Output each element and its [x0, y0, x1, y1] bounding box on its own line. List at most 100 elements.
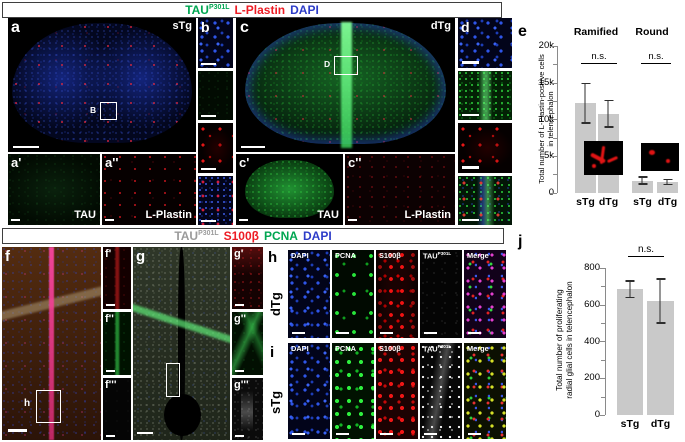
panel-a-image: a sTg B [8, 18, 196, 152]
e-group-label-ramified: Ramified [573, 26, 619, 38]
legend-tau-label: TAUP301L [174, 229, 219, 243]
scale-bar [201, 62, 216, 65]
e-bar-round-stg: sTg [632, 46, 653, 208]
panel-b-dapi-image: b [198, 18, 233, 68]
scale-bar [105, 219, 114, 221]
scale-bar [241, 145, 265, 148]
dark-region [164, 393, 201, 437]
tick-minor [601, 323, 605, 325]
i-pcna-label: PCNA [335, 344, 356, 353]
panel-c-dprime-image: c'' L-Plastin [345, 154, 455, 225]
scale-bar [201, 167, 216, 170]
e-ytick: 5k [543, 150, 554, 161]
panel-f-label: f [5, 248, 10, 265]
h-merge-label: Merge [467, 251, 489, 260]
panel-g-prime-column: g' g'' g''' [232, 247, 263, 440]
h-dapi-label: DAPI [291, 251, 309, 260]
h-merge-image: Merge [464, 250, 506, 338]
scale-bar [468, 433, 481, 435]
panel-c-dprime-stain: L-Plastin [404, 209, 451, 221]
tick-major [598, 341, 605, 343]
panel-e-chart: e Total number of L-Plastin-positive cel… [516, 18, 685, 226]
tick-major [550, 193, 557, 195]
panel-b-column: b [198, 18, 233, 225]
scale-bar [137, 431, 153, 434]
panel-i-genotype: sTg [268, 390, 283, 414]
legend-lplastin-label: L-Plastin [234, 3, 286, 17]
e-plot-area: n.s. n.s. sTg dTg sTg dTg [559, 46, 683, 208]
i-tau-label: TAUP301L [423, 344, 452, 354]
tick-minor [601, 397, 605, 399]
j-ytick: 200 [584, 372, 600, 383]
tick-major [598, 378, 605, 380]
panel-c-prime-stain: TAU [317, 209, 339, 221]
legend-tau-label: TAUP301L [185, 3, 230, 17]
i-dapi-label: DAPI [291, 344, 309, 353]
panel-a-prime-image: a' TAU [8, 154, 100, 225]
panel-d-column: d [458, 18, 512, 225]
panel-f-inset-box-label: h [24, 398, 31, 409]
scale-bar [336, 433, 349, 435]
tick-major [598, 268, 605, 270]
panel-a-prime-label: a' [11, 155, 22, 170]
scale-bar [13, 145, 39, 148]
panel-c-inset-box [334, 56, 358, 75]
panel-f-image: f h [2, 247, 101, 440]
scale-bar [239, 219, 248, 221]
scale-bar [380, 433, 393, 435]
panel-c-prime-image: c' TAU [236, 154, 343, 225]
panel-f-tprime-label: f''' [105, 378, 117, 391]
j-plot-area: sTg dTg [607, 268, 684, 430]
panel-a-prime-stain: TAU [74, 209, 96, 221]
legend-dapi-label: DAPI [302, 229, 332, 243]
panel-d-label: d [461, 19, 470, 35]
panel-a-label: a [11, 19, 20, 36]
panel-d-tau-image [458, 70, 512, 120]
panel-g-prime-image: g' [232, 247, 263, 310]
legend-bar-top: TAUP301L L-Plastin DAPI [2, 2, 502, 18]
scale-bar [462, 166, 479, 169]
panel-e-label: e [518, 23, 527, 40]
panel-g-prime-label: g' [234, 248, 244, 260]
panel-g-tprime-image: g''' [232, 377, 263, 440]
scale-bar [424, 433, 437, 435]
midline-streak [48, 247, 54, 440]
scale-bar [380, 332, 393, 334]
e-ns-ramified: n.s. [581, 51, 617, 65]
panel-a-dprime-label: a'' [105, 155, 119, 170]
scale-bar [106, 304, 115, 307]
tick-minor [601, 360, 605, 362]
scale-bar [292, 433, 305, 435]
tick-major [598, 415, 605, 417]
panel-g-dprime-label: g'' [234, 313, 246, 326]
e-ytick: 15k [538, 77, 554, 88]
i-merge-image: Merge [464, 343, 506, 439]
panel-j-chart: j Total number of proliferating radial g… [516, 230, 685, 442]
legend-s100b-label: S100β [223, 229, 259, 243]
scale-bar [235, 304, 244, 307]
midline-tau-band [341, 22, 353, 148]
panel-f-prime-image: f' [103, 247, 131, 310]
tick-major [598, 305, 605, 307]
tick-minor [553, 64, 557, 66]
tick-minor [553, 101, 557, 103]
panel-i-label: i [270, 344, 275, 361]
panel-f-prime-column: f' f'' f''' [103, 247, 131, 440]
h-pcna-label: PCNA [335, 251, 356, 260]
scale-bar [462, 61, 479, 64]
h-pcna-image: PCNA [332, 250, 374, 338]
panel-b-label: b [201, 19, 210, 35]
panel-b-merge-image [198, 175, 233, 225]
panel-c-label: c [240, 19, 249, 36]
panel-d-merge-image [458, 175, 512, 225]
panel-g-inset-box [166, 363, 180, 397]
tau-haze [8, 154, 100, 225]
e-inset-ramified-cell-photo [584, 141, 623, 175]
legend-pcna-label: PCNA [263, 229, 298, 243]
scale-bar [201, 220, 216, 222]
tick-minor [601, 286, 605, 288]
scale-bar [106, 369, 115, 372]
scale-bar [424, 332, 437, 334]
j-ytick: 800 [584, 262, 600, 273]
